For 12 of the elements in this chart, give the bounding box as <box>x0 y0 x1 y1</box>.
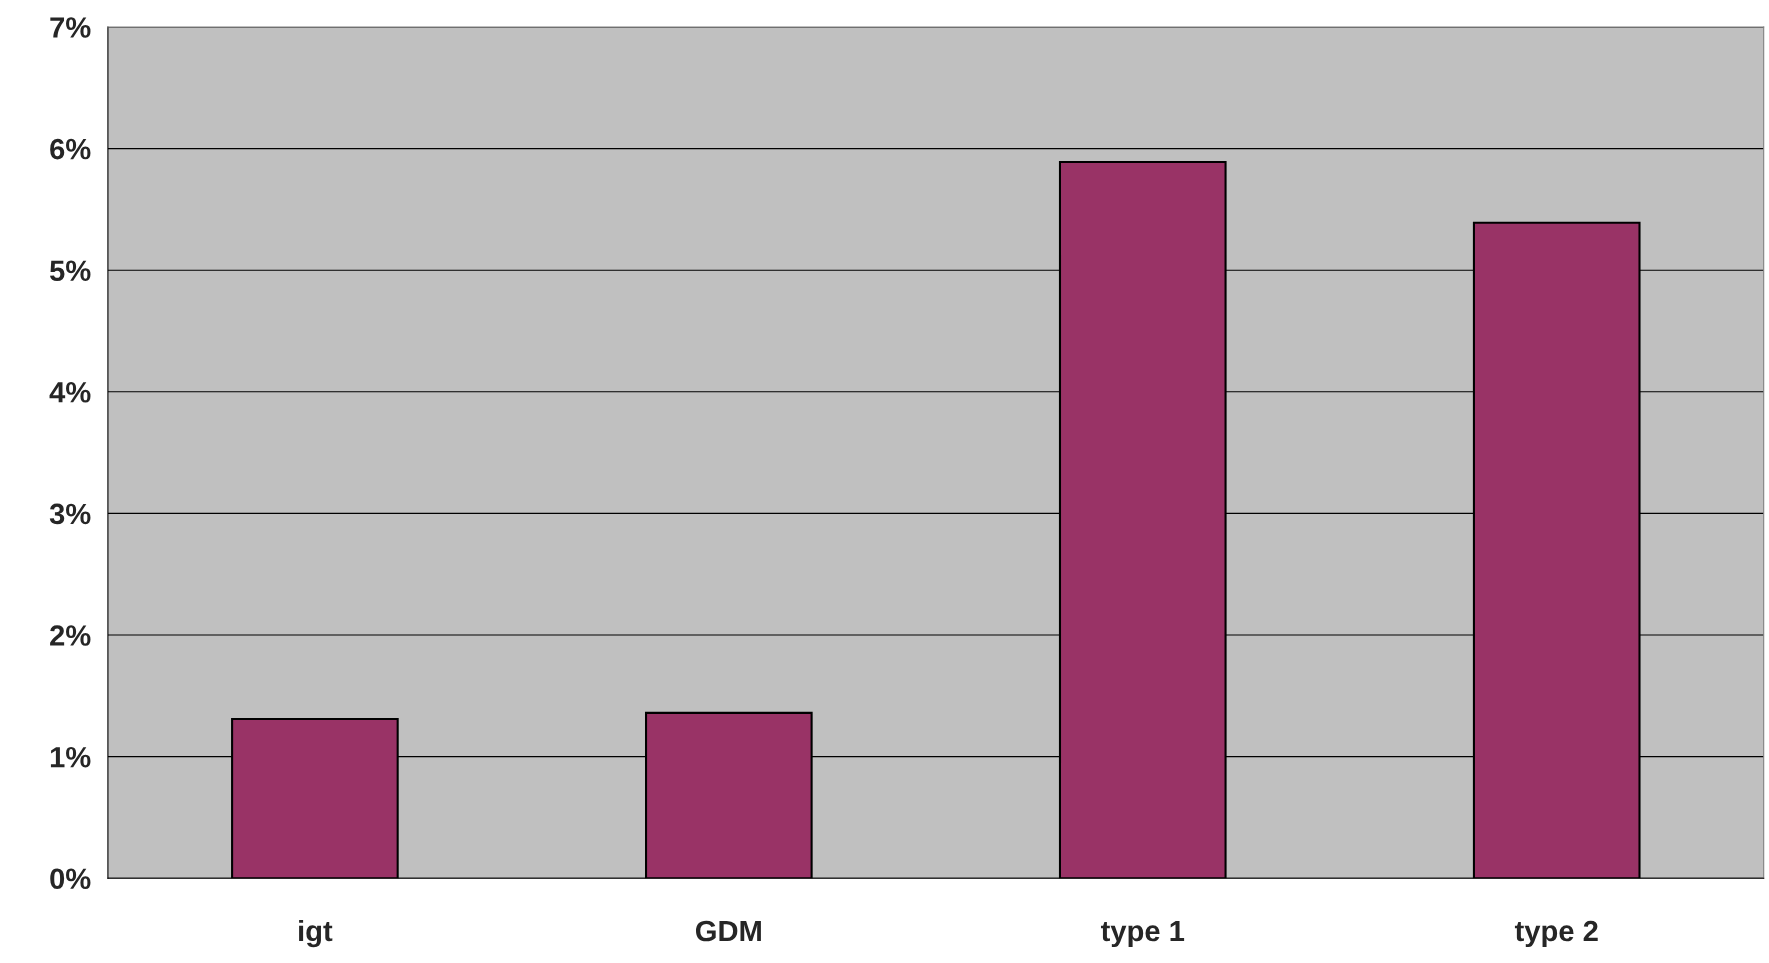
x-tick-label: type 2 <box>1514 920 1598 948</box>
y-tick-label: 7% <box>50 17 91 38</box>
y-tick-label: 2% <box>50 625 91 646</box>
y-tick-label: 4% <box>49 382 91 403</box>
y-tick-label: 0% <box>50 868 91 890</box>
x-tick-label: GDM <box>696 920 761 942</box>
y-tick-label: 1% <box>50 746 91 768</box>
x-tick-label: igt <box>299 919 333 948</box>
x-tick-label: type 1 <box>1100 920 1185 948</box>
y-tick-label: 3% <box>49 503 91 525</box>
y-tick-label: 5% <box>49 260 91 282</box>
y-tick-label: 6% <box>50 138 91 160</box>
